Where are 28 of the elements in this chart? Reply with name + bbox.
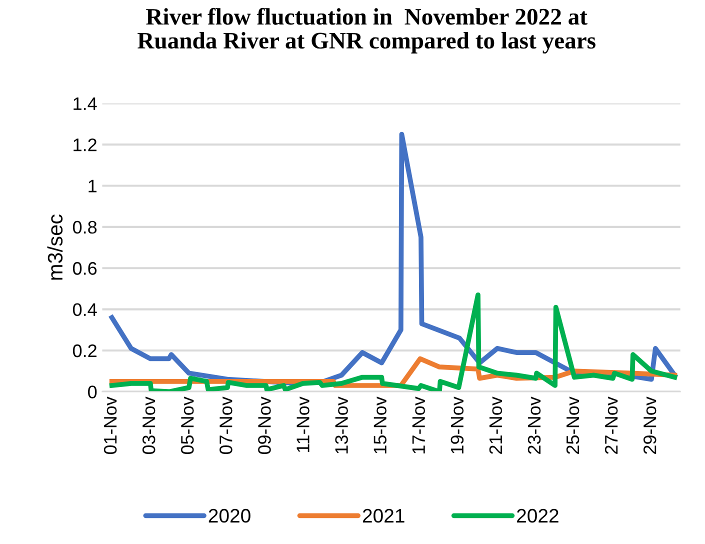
x-tick-label: 27-Nov xyxy=(604,396,618,454)
y-tick-label: 0.6 xyxy=(72,262,97,275)
y-tick-label: 1.4 xyxy=(74,97,97,110)
y-tick-label: 0.4 xyxy=(72,303,97,316)
x-tick-label: 13-Nov xyxy=(335,396,348,454)
x-tick-label: 21-Nov xyxy=(489,396,502,454)
x-tick-label: 29-Nov xyxy=(643,396,656,454)
legend-label: 2022 xyxy=(517,508,558,523)
legend-label: 2021 xyxy=(362,508,404,523)
x-tick-label: 01-Nov xyxy=(104,396,117,454)
x-tick-label: 23-Nov xyxy=(528,396,541,454)
y-tick-label: 0.2 xyxy=(72,344,96,358)
y-tick-label: 1 xyxy=(88,180,96,192)
x-tick-label: 19-Nov xyxy=(450,396,464,454)
x-tick-label: 09-Nov xyxy=(258,396,271,454)
chart-title: River flow fluctuation in November 2022 at Ruanda River at GNR compared to last years xyxy=(138,8,596,54)
x-tick-label: 11-Nov xyxy=(296,396,310,452)
y-tick-label: 0 xyxy=(88,386,97,398)
x-tick-label: 05-Nov xyxy=(181,396,194,454)
legend-label: 2020 xyxy=(208,508,250,523)
x-tick-label: 07-Nov xyxy=(220,396,232,454)
y-tick-label: 1.2 xyxy=(74,138,96,152)
x-tick-label: 17-Nov xyxy=(412,396,426,454)
y-tick-label: 0.8 xyxy=(72,220,97,234)
y-axis-title: m3/sec xyxy=(47,214,63,280)
x-tick-label: 03-Nov xyxy=(142,396,156,454)
x-tick-label: 25-Nov xyxy=(566,396,580,454)
x-tick-label: 15-Nov xyxy=(374,396,386,454)
